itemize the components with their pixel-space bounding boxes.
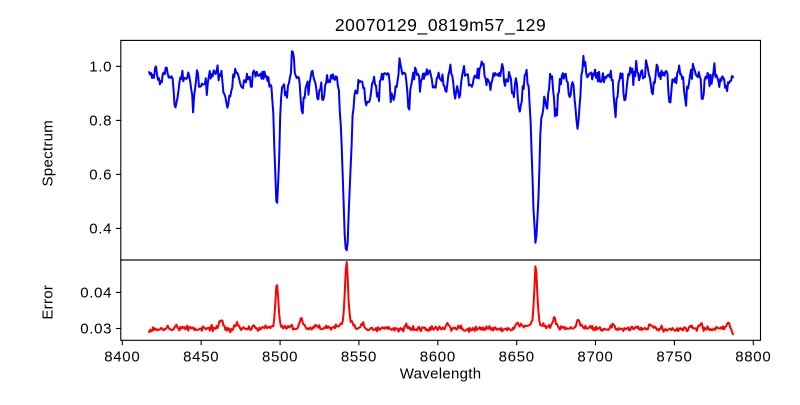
svg-text:8800: 8800 xyxy=(735,348,771,365)
svg-text:8750: 8750 xyxy=(656,348,692,365)
svg-text:0.04: 0.04 xyxy=(80,285,112,302)
svg-text:Spectrum: Spectrum xyxy=(40,120,57,187)
svg-text:8650: 8650 xyxy=(499,348,535,365)
svg-text:0.03: 0.03 xyxy=(80,321,112,338)
svg-text:8400: 8400 xyxy=(104,348,140,365)
svg-text:20070129_0819m57_129: 20070129_0819m57_129 xyxy=(335,15,547,36)
svg-text:0.8: 0.8 xyxy=(89,113,112,130)
svg-text:8600: 8600 xyxy=(420,348,456,365)
svg-text:8550: 8550 xyxy=(341,348,377,365)
svg-text:8700: 8700 xyxy=(577,348,613,365)
svg-text:1.0: 1.0 xyxy=(89,59,112,76)
svg-text:8450: 8450 xyxy=(183,348,219,365)
svg-text:Wavelength: Wavelength xyxy=(400,365,482,382)
svg-text:8500: 8500 xyxy=(262,348,298,365)
svg-text:0.6: 0.6 xyxy=(89,167,112,184)
svg-text:Error: Error xyxy=(40,285,57,320)
svg-text:0.4: 0.4 xyxy=(89,221,112,238)
